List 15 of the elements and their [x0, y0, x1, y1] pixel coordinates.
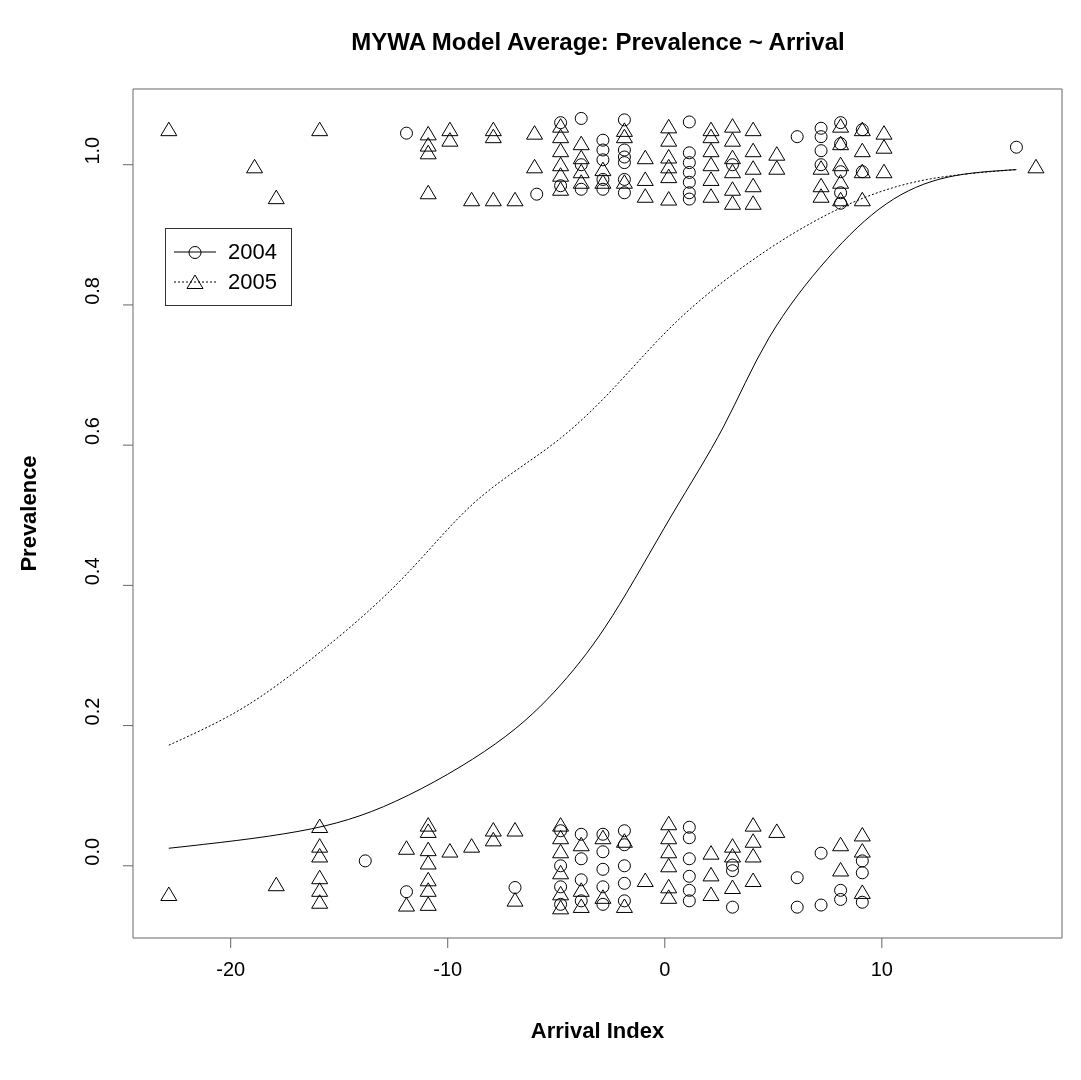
- y-tick-label: 0.2: [81, 697, 103, 726]
- y-tick-label: 0.6: [81, 417, 103, 446]
- chart-title: MYWA Model Average: Prevalence ~ Arrival: [350, 28, 846, 56]
- x-tick-label: -10: [433, 958, 463, 981]
- legend-label: 2005: [228, 269, 277, 295]
- y-tick-label: 0.0: [81, 837, 103, 866]
- y-tick-label: 0.4: [81, 557, 103, 586]
- y-tick-label: 1.0: [81, 136, 103, 165]
- y-axis-title: Prevalence: [15, 455, 41, 572]
- legend-label: 2004: [228, 239, 277, 265]
- x-tick-label: -20: [216, 958, 246, 981]
- y-tick-label: 0.8: [81, 277, 103, 305]
- x-tick-label: 10: [870, 958, 893, 981]
- x-axis-title: Arrival Index: [530, 1018, 665, 1043]
- x-tick-label: 0: [659, 958, 671, 981]
